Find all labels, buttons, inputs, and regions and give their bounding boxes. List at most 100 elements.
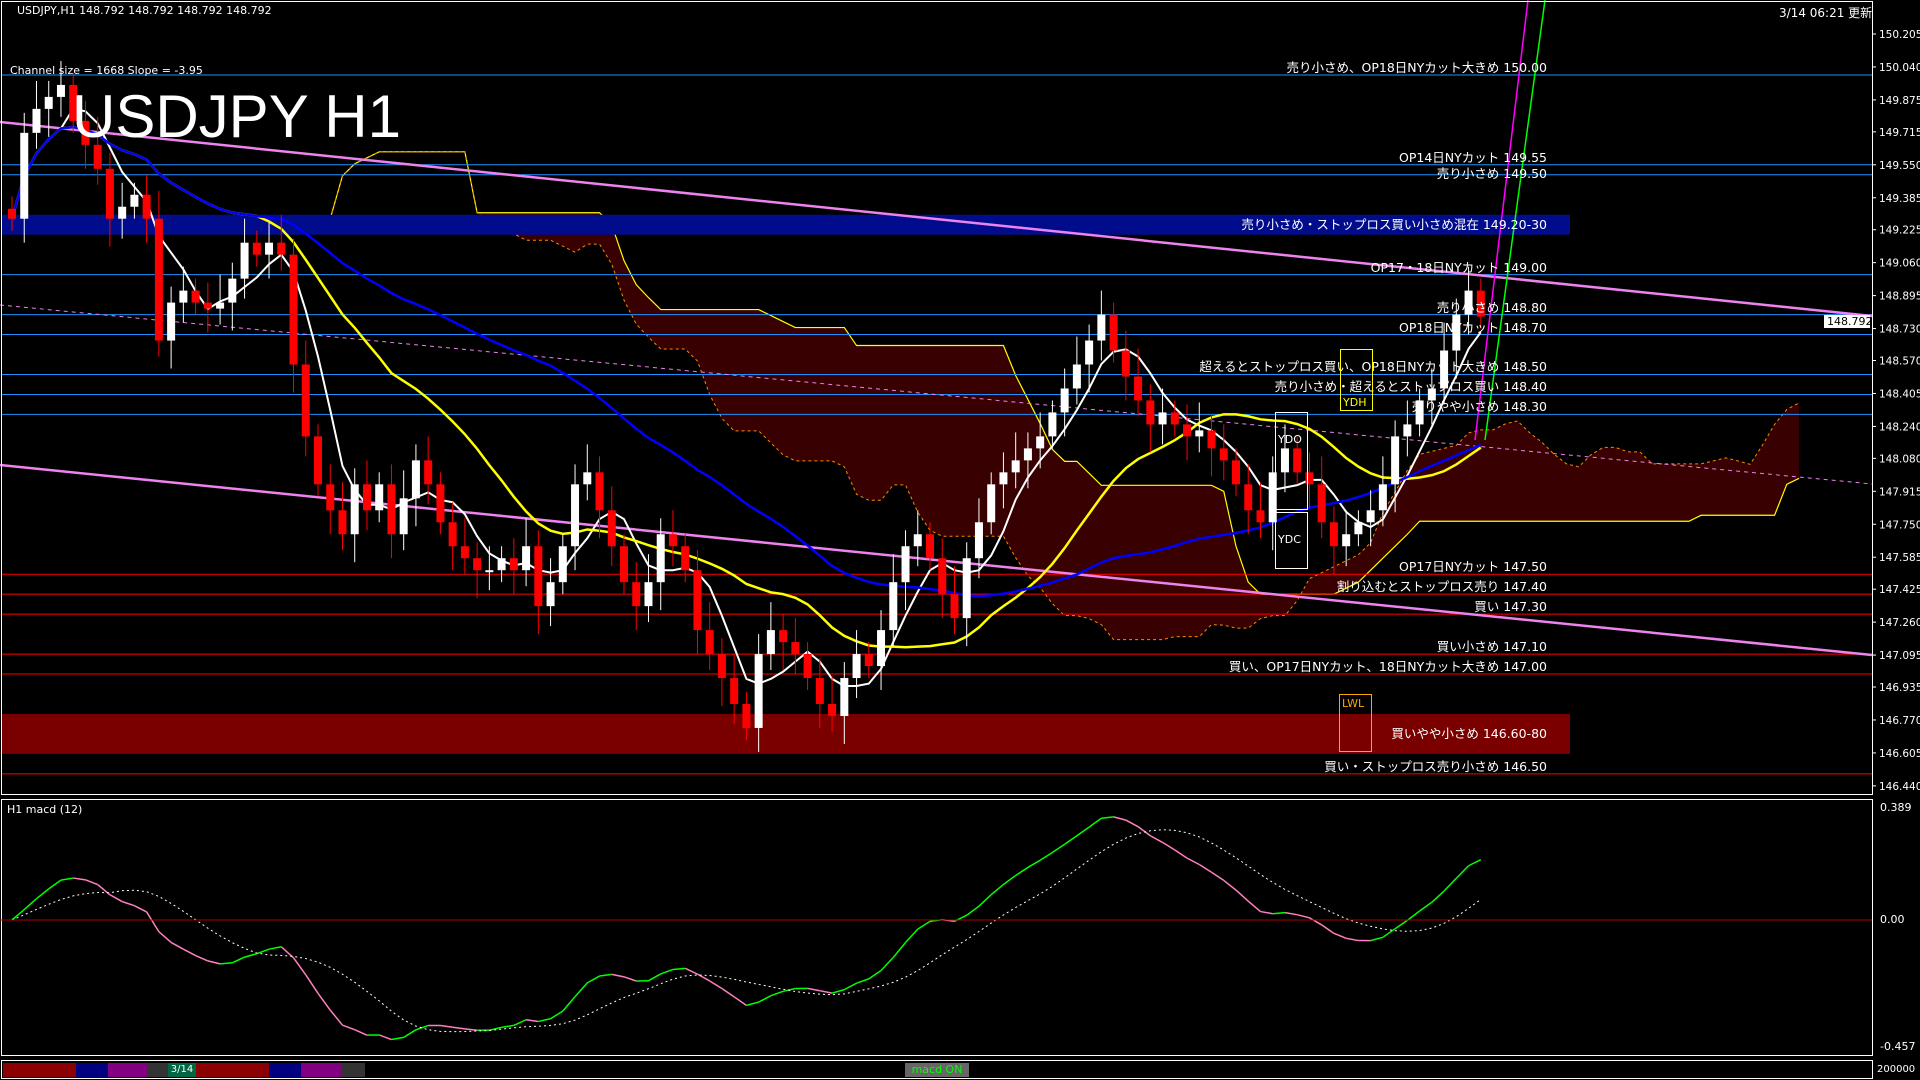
level-label: 超えるとストップロス買い、OP18日NYカット大きめ 148.50 bbox=[1199, 359, 1547, 375]
candle-body bbox=[534, 546, 543, 607]
candle-body bbox=[130, 194, 139, 207]
macd-line-segment bbox=[342, 1024, 355, 1031]
macd-line-segment bbox=[904, 928, 919, 944]
candle-body bbox=[289, 254, 298, 365]
macd-line-segment bbox=[1149, 835, 1163, 844]
macd-line-segment bbox=[195, 954, 209, 962]
macd-line-segment bbox=[1297, 913, 1310, 919]
candle-body bbox=[1342, 534, 1351, 547]
steep-line-green bbox=[1484, 0, 1546, 441]
macd-line-segment bbox=[770, 990, 784, 997]
macd-line-segment bbox=[73, 877, 86, 881]
candle-body bbox=[840, 678, 849, 716]
macd-line-segment bbox=[990, 883, 1004, 896]
candle-body bbox=[656, 534, 665, 583]
channel-info: Channel size = 1668 Slope = -3.95 bbox=[10, 64, 203, 77]
period-segment[interactable] bbox=[3, 1063, 76, 1077]
candle-body bbox=[265, 242, 274, 255]
macd-tick-zero: 0.00 bbox=[1880, 913, 1905, 926]
macd-line-segment bbox=[1113, 816, 1127, 821]
ydc-marker-label: YDC bbox=[1278, 533, 1301, 546]
candle-body bbox=[901, 546, 910, 583]
ydo-marker-label: YDO bbox=[1278, 433, 1302, 446]
macd-line-segment bbox=[978, 894, 992, 907]
macd-line-segment bbox=[1051, 843, 1066, 854]
price-tick-label: 147.585 bbox=[1879, 552, 1920, 564]
macd-line-segment bbox=[623, 976, 637, 982]
price-tick-label: 147.425 bbox=[1879, 584, 1920, 596]
lwl-marker-box bbox=[1339, 694, 1372, 752]
level-label: 売りやや小さめ 148.30 bbox=[1411, 399, 1547, 415]
macd-line-segment bbox=[672, 967, 686, 971]
candle-body bbox=[32, 108, 41, 133]
candle-body bbox=[142, 194, 151, 219]
macd-line-segment bbox=[684, 967, 698, 975]
macd-line-segment bbox=[574, 982, 588, 998]
macd-line-segment bbox=[391, 1036, 404, 1041]
candle-body bbox=[864, 654, 873, 667]
candle-body bbox=[717, 654, 726, 679]
price-tick-label: 148.240 bbox=[1879, 421, 1920, 433]
macd-line-segment bbox=[599, 973, 612, 977]
candle-body bbox=[118, 206, 127, 219]
candle-body bbox=[1415, 400, 1424, 425]
candle-body bbox=[1244, 484, 1253, 511]
candle-body bbox=[913, 534, 922, 547]
candle-body bbox=[595, 472, 604, 511]
macd-line-segment bbox=[819, 989, 833, 994]
period-segment[interactable] bbox=[108, 1063, 148, 1077]
price-tick-label: 148.895 bbox=[1879, 291, 1920, 303]
candle-body bbox=[387, 484, 396, 535]
macd-line-segment bbox=[746, 1001, 759, 1007]
candle-body bbox=[326, 484, 335, 511]
symbol-info: USDJPY,H1 148.792 148.792 148.792 148.79… bbox=[17, 4, 272, 17]
macd-line-segment bbox=[1321, 924, 1335, 934]
candle-body bbox=[730, 678, 739, 704]
macd-line-segment bbox=[11, 909, 25, 921]
macd-line-segment bbox=[868, 969, 882, 980]
chart-title: USDJPY H1 bbox=[72, 83, 402, 150]
macd-line-segment bbox=[966, 905, 980, 916]
candle-body bbox=[1072, 364, 1081, 389]
period-segment[interactable] bbox=[148, 1063, 168, 1077]
candle-body bbox=[705, 630, 714, 655]
candle-body bbox=[203, 302, 212, 309]
macd-line-segment bbox=[697, 973, 711, 982]
period-segment[interactable] bbox=[341, 1063, 365, 1077]
macd-toggle-button[interactable]: macd ON bbox=[905, 1063, 969, 1077]
ma-slow-line bbox=[10, 125, 1482, 598]
macd-line-segment bbox=[1272, 911, 1286, 915]
period-segment[interactable] bbox=[269, 1063, 301, 1077]
macd-line-segment bbox=[562, 996, 576, 1012]
macd-line-segment bbox=[892, 942, 907, 958]
price-tick-label: 149.060 bbox=[1879, 258, 1920, 270]
volume-tick: 200000 bbox=[1877, 1064, 1916, 1075]
period-segment[interactable] bbox=[301, 1063, 341, 1077]
period-segment[interactable] bbox=[76, 1063, 108, 1077]
price-tick-label: 148.405 bbox=[1879, 388, 1920, 400]
macd-line-segment bbox=[121, 900, 135, 907]
candle-body bbox=[1317, 484, 1326, 523]
period-segment[interactable] bbox=[196, 1063, 269, 1077]
steep-line-magenta bbox=[1474, 0, 1529, 441]
level-label: 売り小さめ・超えるとストップロス買い 148.40 bbox=[1274, 379, 1547, 395]
candle-body bbox=[815, 678, 824, 704]
price-tick-label: 148.080 bbox=[1879, 453, 1920, 465]
candle-body bbox=[950, 594, 959, 619]
candle-body bbox=[44, 96, 53, 109]
candle-body bbox=[216, 302, 225, 309]
macd-line-segment bbox=[586, 975, 600, 984]
candle-body bbox=[1256, 510, 1265, 523]
macd-line-segment bbox=[1137, 826, 1151, 837]
candle-body bbox=[277, 242, 286, 255]
senkou-span-a bbox=[329, 151, 1800, 641]
macd-tick-bottom: -0.457 bbox=[1880, 1040, 1916, 1053]
macd-line-segment bbox=[660, 968, 674, 975]
lwl-marker-label: LWL bbox=[1342, 697, 1365, 710]
candle-body bbox=[1158, 412, 1167, 425]
candle-body bbox=[974, 522, 983, 559]
macd-line-segment bbox=[415, 1024, 429, 1031]
macd-tick-top: 0.389 bbox=[1880, 801, 1912, 814]
macd-line-segment bbox=[1186, 857, 1200, 866]
